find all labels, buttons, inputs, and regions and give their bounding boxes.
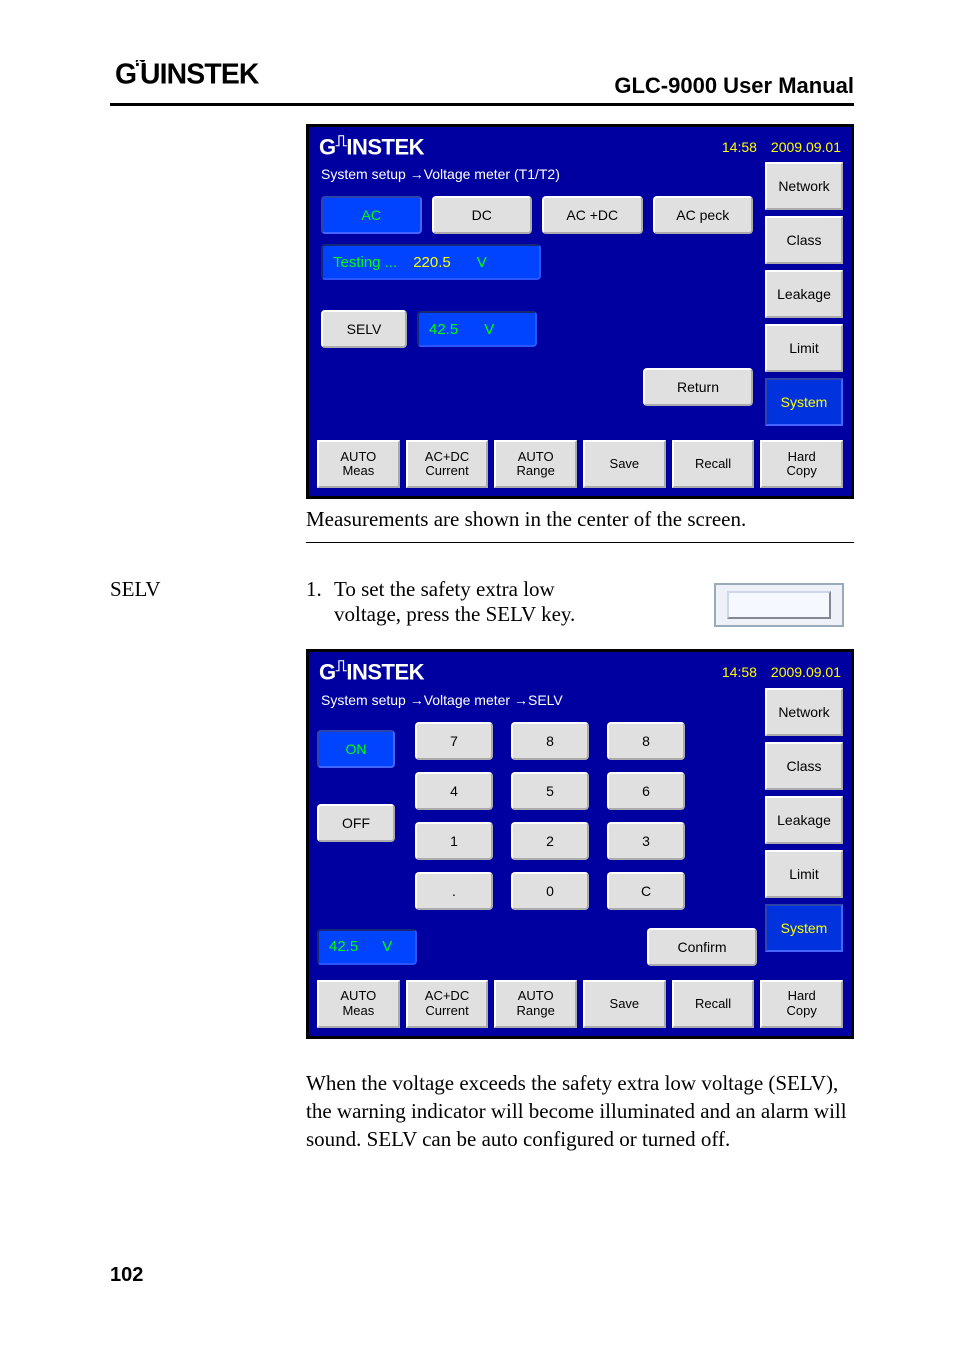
device-screen-selv: G⎍INSTEK 14:58 2009.09.01 System setup →… — [306, 649, 854, 1038]
mode-acpeck-button[interactable]: AC peck — [653, 196, 754, 234]
description-paragraph: When the voltage exceeds the safety extr… — [306, 1069, 854, 1154]
key-7[interactable]: 7 — [415, 722, 493, 760]
side-system-button-2[interactable]: System — [765, 904, 843, 952]
mode-ac-button[interactable]: AC — [321, 196, 422, 234]
side-limit-button[interactable]: Limit — [765, 324, 843, 372]
svg-text:G: G — [115, 60, 136, 90]
selv-field: 42.5 V — [417, 311, 537, 347]
bottom-hardcopy-button[interactable]: HardCopy — [760, 440, 843, 488]
key-8[interactable]: 8 — [511, 722, 589, 760]
testing-value: 220.5 — [413, 254, 451, 271]
side-system-button[interactable]: System — [765, 378, 843, 426]
step-selv: SELV 1. To set the safety extra low volt… — [110, 577, 854, 627]
side-limit-button-2[interactable]: Limit — [765, 850, 843, 898]
bottom-save-button-2[interactable]: Save — [583, 980, 666, 1028]
numeric-keypad: 7 8 8 4 5 6 1 2 3 . 0 C — [415, 716, 685, 910]
mini-key-icon — [727, 591, 831, 619]
key-dot[interactable]: . — [415, 872, 493, 910]
breadcrumb-2: System setup →Voltage meter →SELV — [317, 688, 757, 716]
bottom-acdc-current-button-2[interactable]: AC+DCCurrent — [406, 980, 489, 1028]
selv-edit-unit: V — [382, 938, 392, 955]
device-time: 14:58 — [722, 139, 757, 155]
off-button[interactable]: OFF — [317, 804, 395, 842]
selv-edit-field: 42.5 V — [317, 929, 417, 965]
device-brand: G⎍INSTEK — [319, 133, 424, 160]
side-leakage-button-2[interactable]: Leakage — [765, 796, 843, 844]
side-class-button-2[interactable]: Class — [765, 742, 843, 790]
selv-edit-value: 42.5 — [329, 938, 358, 955]
selv-value: 42.5 — [429, 321, 458, 338]
bottom-recall-button-2[interactable]: Recall — [672, 980, 755, 1028]
step-text-1: To set the safety extra low — [334, 577, 575, 602]
side-network-button[interactable]: Network — [765, 162, 843, 210]
page-header: G῁UINSTEK GLC-9000 User Manual — [110, 60, 854, 106]
key-0[interactable]: 0 — [511, 872, 589, 910]
bottom-save-button[interactable]: Save — [583, 440, 666, 488]
key-4[interactable]: 4 — [415, 772, 493, 810]
manual-title: GLC-9000 User Manual — [614, 73, 854, 99]
key-3[interactable]: 3 — [607, 822, 685, 860]
key-6[interactable]: 6 — [607, 772, 685, 810]
device-brand-2: G⎍INSTEK — [319, 658, 424, 685]
brand-logo: G῁UINSTEK — [110, 60, 320, 99]
selv-unit: V — [484, 321, 494, 338]
confirm-button[interactable]: Confirm — [647, 928, 757, 966]
selv-button[interactable]: SELV — [321, 310, 407, 348]
bottom-acdc-current-button[interactable]: AC+DCCurrent — [406, 440, 489, 488]
key-clear[interactable]: C — [607, 872, 685, 910]
device-date-2: 2009.09.01 — [771, 664, 841, 680]
key-8b[interactable]: 8 — [607, 722, 685, 760]
key-5[interactable]: 5 — [511, 772, 589, 810]
mode-dc-button[interactable]: DC — [432, 196, 533, 234]
testing-unit: V — [477, 254, 487, 271]
bottom-auto-range-button-2[interactable]: AUTORange — [494, 980, 577, 1028]
step-text-2: voltage, press the SELV key. — [334, 602, 575, 627]
mini-key-illustration — [714, 583, 844, 627]
on-button[interactable]: ON — [317, 730, 395, 768]
side-network-button-2[interactable]: Network — [765, 688, 843, 736]
return-button[interactable]: Return — [643, 368, 753, 406]
key-1[interactable]: 1 — [415, 822, 493, 860]
page-number: 102 — [110, 1264, 854, 1287]
testing-field: Testing ... 220.5 V — [321, 244, 541, 280]
mode-acdc-button[interactable]: AC +DC — [542, 196, 643, 234]
device-time-2: 14:58 — [722, 664, 757, 680]
testing-label: Testing ... — [333, 254, 397, 271]
bottom-hardcopy-button-2[interactable]: HardCopy — [760, 980, 843, 1028]
step-left-label: SELV — [110, 577, 306, 627]
side-leakage-button[interactable]: Leakage — [765, 270, 843, 318]
breadcrumb: System setup →Voltage meter (T1/T2) — [317, 162, 757, 190]
bottom-auto-meas-button-2[interactable]: AUTOMeas — [317, 980, 400, 1028]
bottom-auto-meas-button[interactable]: AUTOMeas — [317, 440, 400, 488]
side-class-button[interactable]: Class — [765, 216, 843, 264]
svg-text:UINSTEK: UINSTEK — [140, 60, 260, 90]
step-number: 1. — [306, 577, 334, 627]
caption-1: Measurements are shown in the center of … — [306, 507, 854, 543]
device-screen-voltage-meter: G⎍INSTEK 14:58 2009.09.01 System setup →… — [306, 124, 854, 499]
bottom-recall-button[interactable]: Recall — [672, 440, 755, 488]
key-2[interactable]: 2 — [511, 822, 589, 860]
device-date: 2009.09.01 — [771, 139, 841, 155]
bottom-auto-range-button[interactable]: AUTORange — [494, 440, 577, 488]
